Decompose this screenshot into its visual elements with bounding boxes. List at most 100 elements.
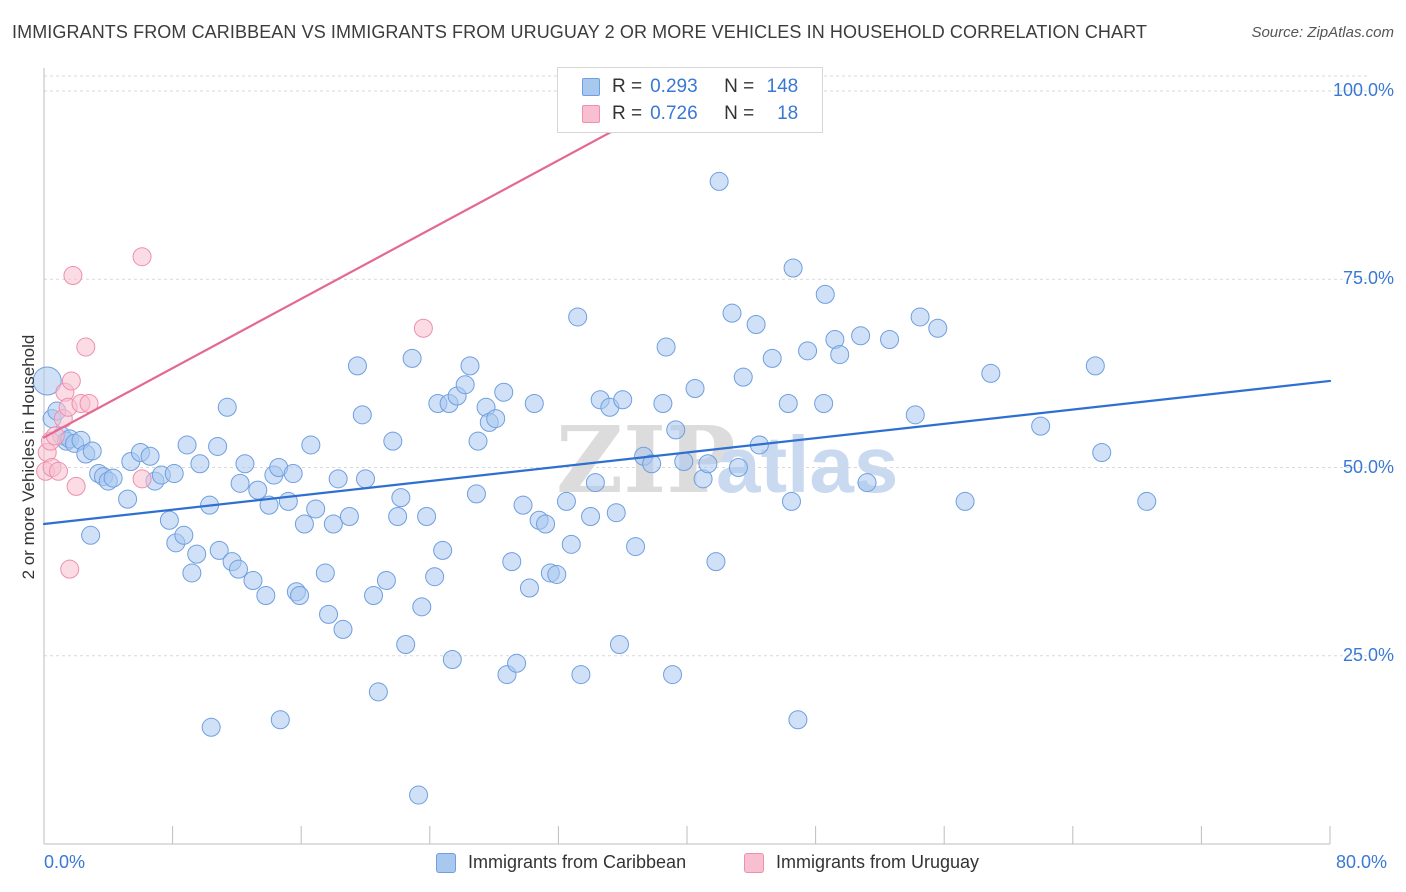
caribbean-point [666, 420, 686, 440]
caribbean-point [177, 435, 197, 455]
caribbean-point [383, 431, 403, 451]
caribbean-point [256, 586, 276, 606]
uruguay-legend-swatch [744, 852, 764, 873]
n-value-caribbean: 148 [766, 76, 799, 97]
caribbean-point [609, 634, 629, 654]
caribbean-point [290, 586, 310, 606]
caribbean-point [187, 544, 207, 564]
caribbean-point [217, 397, 237, 417]
caribbean-point [851, 326, 871, 346]
uruguay-point [132, 469, 152, 489]
caribbean-trend-line [42, 379, 1332, 526]
caribbean-point [347, 356, 367, 376]
caribbean-point [294, 514, 314, 534]
legend-label-caribbean: Immigrants from Caribbean [468, 852, 687, 872]
x-tick-label-min: 0.0% [44, 852, 86, 872]
caribbean-point [709, 171, 729, 191]
caribbean-point [328, 469, 348, 489]
n-label: N = [724, 76, 755, 97]
series-legend: Immigrants from Caribbean Immigrants fro… [0, 852, 1406, 878]
r-label: R = [612, 103, 643, 124]
caribbean-point [352, 405, 372, 425]
caribbean-point [339, 506, 359, 526]
stats-row-caribbean: R = 0.293 N = 148 [582, 75, 798, 99]
caribbean-point [229, 559, 249, 579]
caribbean-point [190, 454, 210, 474]
r-label: R = [612, 76, 643, 97]
caribbean-point [259, 495, 279, 515]
caribbean-point [412, 597, 432, 617]
legend-item-caribbean: Immigrants from Caribbean [436, 852, 686, 873]
caribbean-point [653, 394, 673, 414]
uruguay-swatch [582, 105, 600, 123]
caribbean-point [674, 452, 694, 472]
caribbean-point [502, 552, 522, 572]
uruguay-point [66, 476, 86, 496]
caribbean-point [581, 506, 601, 526]
caribbean-point [230, 473, 250, 493]
caribbean-point [556, 491, 576, 511]
caribbean-point [140, 446, 160, 466]
caribbean-swatch [582, 78, 600, 96]
caribbean-point [955, 491, 975, 511]
source-credit: Source: ZipAtlas.com [1251, 24, 1394, 41]
caribbean-point [315, 563, 335, 583]
uruguay-point [132, 247, 152, 267]
x-tick-label-max: 80.0% [1336, 852, 1388, 872]
caribbean-point [159, 510, 179, 530]
y-tick-label: 75.0% [1342, 268, 1394, 289]
caribbean-point [728, 458, 748, 478]
caribbean-point [323, 514, 343, 534]
caribbean-legend-swatch [436, 852, 456, 873]
caribbean-point [1031, 416, 1051, 436]
caribbean-point [118, 489, 138, 509]
caribbean-point [568, 307, 588, 327]
trend-lines [42, 89, 1332, 526]
uruguay-point [48, 461, 68, 481]
caribbean-point [519, 578, 539, 598]
caribbean-point [235, 454, 255, 474]
caribbean-point [270, 710, 290, 730]
uruguay-point [60, 559, 80, 579]
caribbean-point [910, 307, 930, 327]
caribbean-point [928, 318, 948, 338]
y-tick-label: 50.0% [1342, 456, 1394, 477]
caribbean-point [783, 258, 803, 278]
caribbean-point [376, 570, 396, 590]
caribbean-point [513, 495, 533, 515]
caribbean-point [283, 464, 303, 484]
caribbean-point [814, 394, 834, 414]
caribbean-point [208, 436, 228, 456]
caribbean-point [82, 441, 102, 461]
caribbean-point [606, 503, 626, 523]
caribbean-point [507, 653, 527, 673]
y-axis-label: 2 or more Vehicles in Household [19, 334, 38, 580]
caribbean-point [880, 330, 900, 350]
caribbean-point [455, 375, 475, 395]
caribbean-point [536, 514, 556, 534]
caribbean-point [585, 473, 605, 493]
caribbean-point [788, 710, 808, 730]
caribbean-point [388, 506, 408, 526]
caribbean-point [201, 717, 221, 737]
caribbean-point [1092, 442, 1112, 462]
caribbean-point [778, 394, 798, 414]
r-value-uruguay: 0.726 [650, 103, 698, 124]
caribbean-point [417, 506, 437, 526]
caribbean-point [433, 540, 453, 560]
caribbean-point [746, 314, 766, 334]
caribbean-point [486, 409, 506, 429]
caribbean-point [164, 464, 184, 484]
caribbean-point [468, 431, 488, 451]
y-tick-label: 25.0% [1342, 644, 1394, 665]
caribbean-point [642, 454, 662, 474]
caribbean-point [319, 604, 339, 624]
caribbean-point [425, 567, 445, 587]
caribbean-point [494, 382, 514, 402]
caribbean-point [656, 337, 676, 357]
legend-label-uruguay: Immigrants from Uruguay [776, 852, 980, 872]
uruguay-trend-line [42, 89, 689, 439]
caribbean-point [301, 435, 321, 455]
uruguay-point [63, 266, 83, 286]
caribbean-point [830, 345, 850, 365]
